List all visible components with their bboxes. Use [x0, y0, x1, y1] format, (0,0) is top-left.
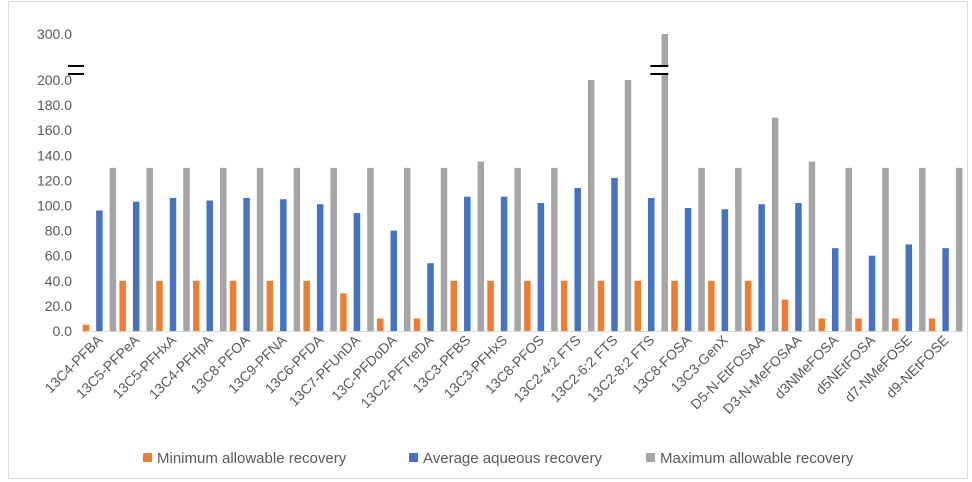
bar-min — [524, 280, 531, 331]
bar-max — [661, 34, 669, 331]
chart-frame: 0.0 20.0 40.0 60.0 80.0 100.0 120.0 140.0 160.0 1… — [8, 1, 968, 479]
bar-avg — [868, 255, 876, 331]
bar-min — [156, 280, 163, 331]
bar-max — [771, 117, 779, 332]
axis-break-marks — [68, 65, 669, 75]
bar-max — [403, 167, 411, 331]
bar-min — [708, 280, 715, 331]
bar-avg — [684, 208, 692, 331]
y-tick-label: 200.0 — [37, 72, 72, 88]
bar-min — [303, 280, 310, 331]
bar-max — [882, 167, 889, 331]
bar-min — [892, 318, 899, 331]
bar-max — [845, 167, 852, 331]
recovery-bar-chart: 0.0 20.0 40.0 60.0 80.0 100.0 120.0 140.0 160.0 1… — [37, 26, 964, 467]
bar-min — [634, 280, 642, 331]
bar-avg — [758, 204, 765, 331]
bar-max — [183, 167, 190, 331]
bar-max — [551, 167, 558, 331]
bar-min — [744, 280, 752, 331]
legend: Minimum allowable recovery Average aqueou… — [143, 450, 854, 467]
bar-min — [193, 280, 200, 331]
bar-min — [413, 318, 421, 331]
y-tick-label: 0.0 — [53, 323, 73, 339]
bar-min — [855, 318, 862, 331]
bar-max — [293, 167, 301, 331]
bar-avg — [353, 213, 361, 331]
y-tick-label: 80.0 — [45, 223, 72, 239]
bar-min — [229, 280, 237, 331]
bar-max — [735, 167, 742, 331]
bar-min — [376, 318, 384, 331]
y-tick-label: 140.0 — [37, 147, 72, 163]
bar-min — [818, 318, 825, 331]
bar-min — [487, 280, 494, 331]
bar-max — [698, 167, 705, 331]
bar-max — [955, 167, 963, 331]
bar-min — [560, 280, 568, 331]
bar-min — [340, 293, 347, 331]
legend-label: Minimum allowable recovery — [157, 450, 347, 467]
bar-min — [119, 280, 126, 331]
bar-avg — [942, 248, 949, 331]
y-tick-label: 120.0 — [37, 172, 72, 188]
bar-max — [919, 167, 926, 331]
bar-avg — [648, 197, 655, 331]
bar-max — [330, 167, 337, 331]
legend-swatch — [143, 453, 152, 462]
bar-avg — [280, 199, 287, 331]
bar-avg — [831, 248, 839, 331]
bar-max — [477, 161, 485, 331]
bar-avg — [795, 202, 802, 331]
bar-max — [587, 80, 595, 331]
y-tick-label: 180.0 — [37, 97, 72, 113]
bar-max — [808, 161, 816, 331]
y-tick-label: 20.0 — [45, 298, 72, 314]
bar-max — [624, 80, 632, 331]
bar-min — [450, 280, 458, 331]
bar-avg — [206, 200, 214, 331]
bar-max — [367, 167, 374, 331]
bar-avg — [390, 230, 397, 331]
bar-avg — [464, 196, 471, 331]
bar-avg — [537, 202, 545, 331]
y-tick-label: 100.0 — [37, 198, 72, 214]
bar-min — [82, 324, 90, 331]
bar-min — [671, 280, 678, 331]
y-tick-label: 160.0 — [37, 122, 72, 138]
legend-label: Average aqueous recovery — [423, 450, 603, 467]
bar-max — [514, 167, 521, 331]
bar-avg — [96, 210, 103, 331]
bar-max — [109, 167, 117, 331]
bar-avg — [132, 201, 140, 331]
bar-avg — [500, 196, 508, 331]
bar-avg — [169, 197, 177, 331]
bar-min — [266, 280, 274, 331]
axis-break-gap — [68, 66, 84, 74]
axis-break-gap — [650, 66, 669, 74]
bar-avg — [721, 209, 729, 331]
legend-label: Maximum allowable recovery — [660, 450, 854, 467]
bars — [82, 34, 963, 332]
bar-max — [220, 167, 227, 331]
y-axis-ticks: 0.0 20.0 40.0 60.0 80.0 100.0 120.0 140.0 160.0 1… — [37, 26, 72, 339]
bar-avg — [611, 177, 618, 331]
y-tick-label: 60.0 — [45, 248, 72, 264]
bar-max — [440, 167, 448, 331]
bar-avg — [905, 244, 913, 331]
bar-min — [597, 280, 605, 331]
bar-avg — [574, 187, 581, 331]
bar-avg — [243, 197, 250, 331]
y-tick-label: 40.0 — [45, 273, 72, 289]
bar-avg — [316, 204, 324, 331]
legend-swatch — [646, 453, 655, 462]
bar-min — [781, 299, 789, 332]
bar-max — [256, 167, 264, 331]
x-axis-category-labels: 13C4-PFBA13C5-PFPeA13C5-PFHxA13C4-PFHpA1… — [41, 331, 951, 416]
bar-min — [928, 318, 936, 331]
bar-avg — [427, 263, 434, 331]
y-tick-label: 300.0 — [37, 26, 72, 42]
legend-swatch — [409, 453, 418, 462]
bar-max — [146, 167, 153, 331]
